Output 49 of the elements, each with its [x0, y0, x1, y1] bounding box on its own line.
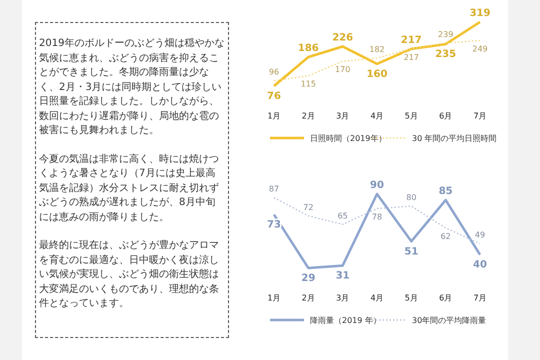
x-tick-label: 1月 — [267, 294, 281, 303]
data-label: 217 — [400, 34, 422, 46]
data-label: 249 — [472, 44, 488, 54]
legend-label: 30 年間の平均日照時間 — [412, 134, 497, 143]
data-label: 29 — [301, 273, 316, 284]
data-label: 319 — [470, 8, 490, 19]
x-tick-label: 4月 — [370, 112, 384, 121]
x-tick-label: 6月 — [439, 294, 452, 303]
data-label: 72 — [303, 202, 314, 212]
x-tick-label: 6月 — [439, 112, 452, 121]
data-label: 170 — [335, 65, 350, 74]
data-label: 51 — [404, 246, 418, 258]
x-tick-label: 3月 — [336, 112, 350, 121]
data-label: 90 — [370, 180, 384, 191]
data-label: 235 — [435, 49, 456, 60]
legend-label: 降雨量（2019 年） — [310, 316, 381, 325]
x-tick-label: 5月 — [404, 294, 418, 303]
data-label: 239 — [438, 30, 454, 40]
data-label: 217 — [404, 52, 419, 62]
data-label: 49 — [474, 230, 486, 240]
x-tick-label: 7月 — [473, 294, 487, 303]
data-label: 182 — [369, 45, 385, 54]
legend-label: 日照時間（2019年） — [310, 134, 386, 143]
text: 2019年のボルドーのぶどう畑は穏やかな気候に恵まれ、ぶどうの病害を抑えることができました。冬期の降雨量は少なく、2月・3月には同時期としては珍しい日照量を記録しました。しかしながら、数回にわたり遅霜が降り、局地的な雹の被害にも見舞われました。 — [39, 37, 225, 138]
data-label: 87 — [268, 184, 280, 194]
text: 最終的に現在は、ぶどうが豊かなアロマを育むのに最適な、日中暖かく夜は涼しい気候が実現し、ぶどう畑の衛生状態は大変満足のいくものであり、理想的な条件となっています。 — [39, 239, 220, 311]
data-label: 73 — [267, 220, 281, 231]
data-label: 78 — [372, 212, 382, 222]
text: 今夏の気温は非常に高く、時には焼けつくような暑さとなり（7月には史上最高気温を記録）水分ストレスに耐え切れずぶどうの熟成が遅れましたが、8月中旬には恵みの雨が降りました。 — [39, 152, 220, 224]
data-label: 160 — [366, 68, 388, 80]
data-label: 80 — [406, 193, 416, 202]
data-label: 62 — [440, 232, 451, 241]
x-tick-label: 1月 — [267, 112, 281, 121]
x-tick-label: 4月 — [370, 294, 384, 303]
x-tick-label: 2月 — [302, 294, 315, 303]
data-label: 40 — [473, 260, 487, 271]
data-label: 31 — [336, 270, 350, 282]
data-label: 186 — [298, 43, 319, 54]
data-label: 65 — [338, 211, 348, 220]
x-tick-label: 5月 — [404, 112, 418, 121]
data-label: 76 — [267, 91, 281, 102]
x-tick-label: 3月 — [336, 294, 350, 303]
x-tick-label: 7月 — [473, 112, 487, 121]
data-label: 115 — [300, 80, 316, 89]
legend-label: 30年間の平均降雨量 — [412, 316, 486, 325]
data-label: 226 — [332, 32, 354, 44]
data-label: 96 — [268, 68, 280, 77]
data-label: 85 — [438, 186, 453, 198]
x-tick-label: 2月 — [302, 112, 315, 121]
